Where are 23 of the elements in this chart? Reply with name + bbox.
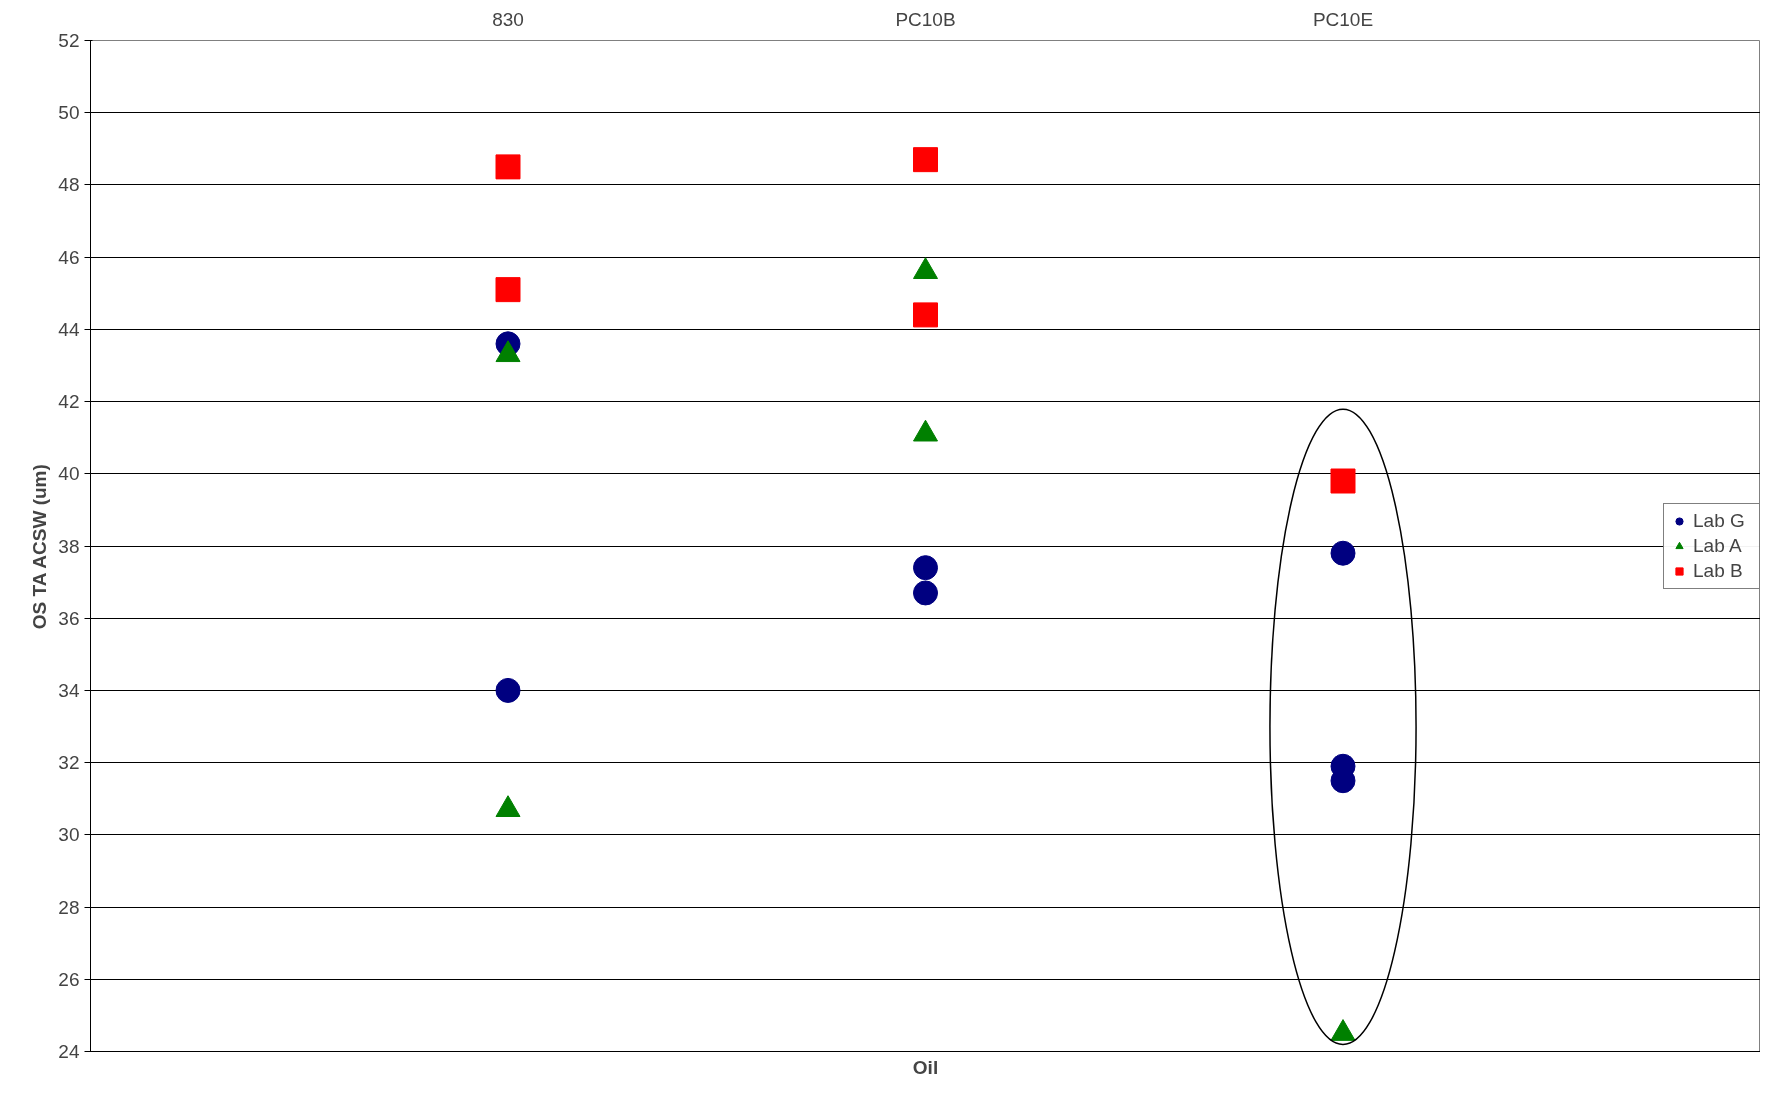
y-tick-label: 32 <box>58 752 80 774</box>
y-tick-label: 38 <box>58 535 80 557</box>
x-tick-label: PC10E <box>1312 8 1374 30</box>
legend-label: Lab A <box>1693 534 1743 557</box>
y-tick-label: 42 <box>58 391 80 413</box>
y-tick-label: 28 <box>58 896 80 918</box>
y-tick-label: 40 <box>58 463 80 485</box>
x-tick-label: 830 <box>492 8 524 30</box>
legend-label: Lab B <box>1693 559 1744 582</box>
y-tick-label: 48 <box>58 174 80 196</box>
y-tick-label: 34 <box>58 679 80 701</box>
y-axis-title: OS TA ACSW (um) <box>29 464 51 630</box>
legend-label: Lab G <box>1693 509 1746 532</box>
y-tick-label: 36 <box>58 607 80 629</box>
y-tick-label: 30 <box>58 824 80 846</box>
y-tick-label: 52 <box>58 30 80 51</box>
y-tick-label: 46 <box>58 246 80 268</box>
y-tick-label: 44 <box>58 318 80 340</box>
x-axis-title: Oil <box>912 1056 939 1078</box>
y-tick-label: 26 <box>58 968 80 990</box>
y-tick-label: 24 <box>58 1041 80 1062</box>
x-tick-label: PC10B <box>895 8 956 30</box>
y-tick-label: 50 <box>58 102 80 124</box>
